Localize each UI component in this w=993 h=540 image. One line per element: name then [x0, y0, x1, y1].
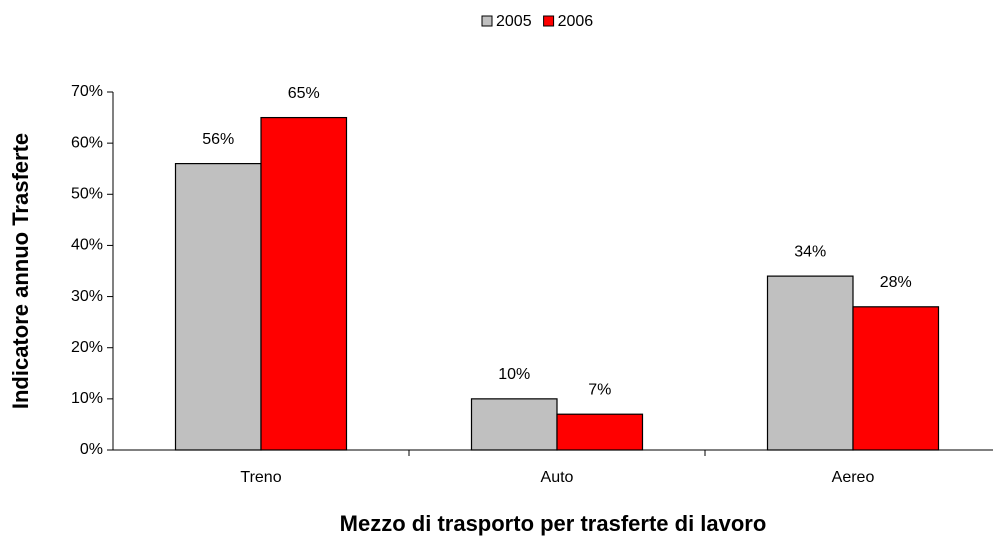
data-label: 56%: [202, 131, 234, 148]
legend-label: 2006: [558, 13, 594, 30]
y-tick-label: 60%: [71, 134, 103, 151]
legend-label: 2005: [496, 13, 532, 30]
y-tick-label: 70%: [71, 83, 103, 100]
bar: [470, 398, 558, 451]
data-label: 65%: [288, 85, 320, 102]
bar: [260, 116, 348, 451]
y-tick-label: 40%: [71, 237, 103, 254]
x-tick-label: Treno: [240, 469, 281, 486]
bar: [852, 306, 940, 451]
y-tick-label: 50%: [71, 186, 103, 203]
x-tick-label: Auto: [541, 469, 574, 486]
data-label: 7%: [588, 381, 611, 398]
legend-swatch: [481, 15, 493, 27]
y-axis-title: Indicatore annuo Trasferte: [8, 133, 33, 409]
bar: [766, 275, 854, 451]
data-label: 34%: [794, 243, 826, 260]
bar: [174, 163, 262, 451]
y-tick-label: 10%: [71, 390, 103, 407]
data-label: 28%: [880, 274, 912, 291]
x-axis-title: Mezzo di trasporto per trasferte di lavo…: [340, 511, 767, 536]
legend-swatch: [543, 15, 555, 27]
data-label: 10%: [498, 366, 530, 383]
x-tick-label: Aereo: [832, 469, 875, 486]
y-tick-label: 20%: [71, 339, 103, 356]
y-tick-label: 0%: [80, 441, 103, 458]
bar: [556, 413, 644, 451]
y-tick-label: 30%: [71, 288, 103, 305]
